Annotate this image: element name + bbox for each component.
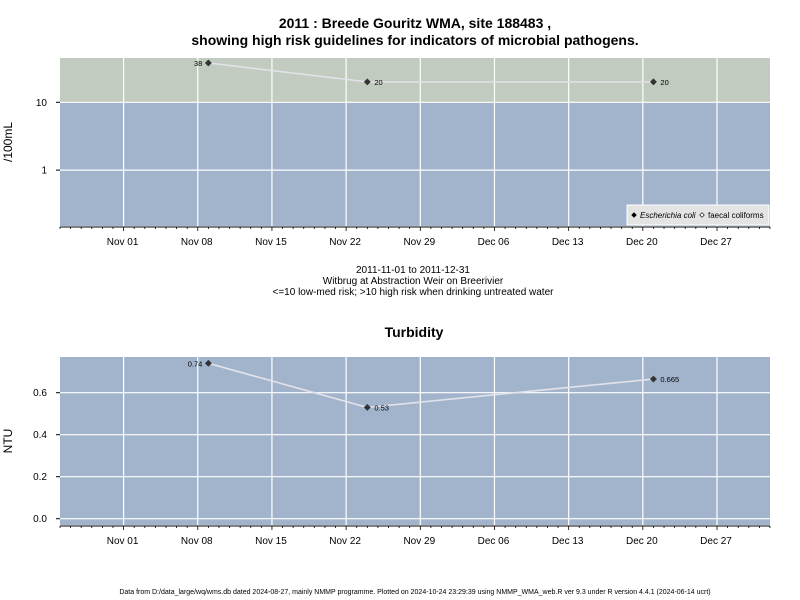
data-point	[363, 78, 371, 86]
legend-marker-icon	[631, 212, 637, 218]
data-point	[363, 403, 371, 411]
footer-note: Data from D:/data_large/wq/wms.db dated …	[119, 589, 711, 596]
plot-panel	[60, 357, 770, 525]
x-tick-label: Dec 06	[478, 237, 510, 248]
x-tick-label: Dec 06	[478, 536, 510, 547]
x-tick-label: Dec 20	[626, 237, 658, 248]
y-tick-label: 0.0	[33, 514, 47, 525]
legend-marker-icon	[699, 212, 705, 218]
x-tick-label: Dec 27	[700, 536, 732, 547]
data-label: 0.665	[660, 375, 679, 384]
x-tick-label: Nov 08	[181, 536, 213, 547]
x-tick-label: Nov 01	[107, 536, 139, 547]
data-label: 38	[194, 59, 202, 68]
y-tick-label: 0.4	[33, 430, 47, 441]
chart-title-line2: showing high risk guidelines for indicat…	[191, 32, 639, 48]
chart-title-line1: 2011 : Breede Gouritz WMA, site 188483 ,	[278, 15, 552, 31]
x-tick-label: Nov 08	[181, 237, 213, 248]
x-tick-label: Dec 13	[552, 237, 584, 248]
x-tick-label: Nov 01	[107, 237, 139, 248]
data-label: 20	[660, 78, 668, 87]
data-label: 0.74	[188, 359, 203, 368]
x-tick-label: Dec 27	[700, 237, 732, 248]
x-tick-label: Nov 29	[403, 536, 435, 547]
data-point	[204, 59, 212, 67]
data-point	[204, 359, 212, 367]
x-tick-label: Nov 15	[255, 536, 287, 547]
date-range-text: 2011-11-01 to 2011-12-31	[356, 265, 470, 276]
turbidity-title: Turbidity	[384, 324, 444, 340]
risk-note-text: <=10 low-med risk; >10 high risk when dr…	[272, 287, 554, 298]
data-label: 0.53	[374, 403, 389, 412]
site-name-text: Witbrug at Abstraction Weir on Breerivie…	[322, 276, 504, 287]
y-axis-label: /100mL	[1, 122, 15, 162]
x-tick-label: Nov 15	[255, 237, 287, 248]
legend-box	[626, 204, 770, 226]
x-tick-label: Nov 22	[329, 536, 361, 547]
legend-entry-label: Escherichia coli	[640, 211, 696, 220]
x-tick-label: Dec 20	[626, 536, 658, 547]
y-tick-label: 10	[36, 98, 48, 109]
x-tick-label: Dec 13	[552, 536, 584, 547]
x-tick-label: Nov 22	[329, 237, 361, 248]
y-tick-label: 0.2	[33, 472, 47, 483]
legend-entry-label: faecal coliforms	[708, 211, 764, 220]
y-axis-label: NTU	[1, 429, 15, 454]
x-tick-label: Nov 29	[403, 237, 435, 248]
data-point	[649, 78, 657, 86]
data-point	[649, 375, 657, 383]
data-label: 20	[374, 78, 382, 87]
y-tick-label: 1	[41, 166, 47, 177]
y-tick-label: 0.6	[33, 388, 47, 399]
